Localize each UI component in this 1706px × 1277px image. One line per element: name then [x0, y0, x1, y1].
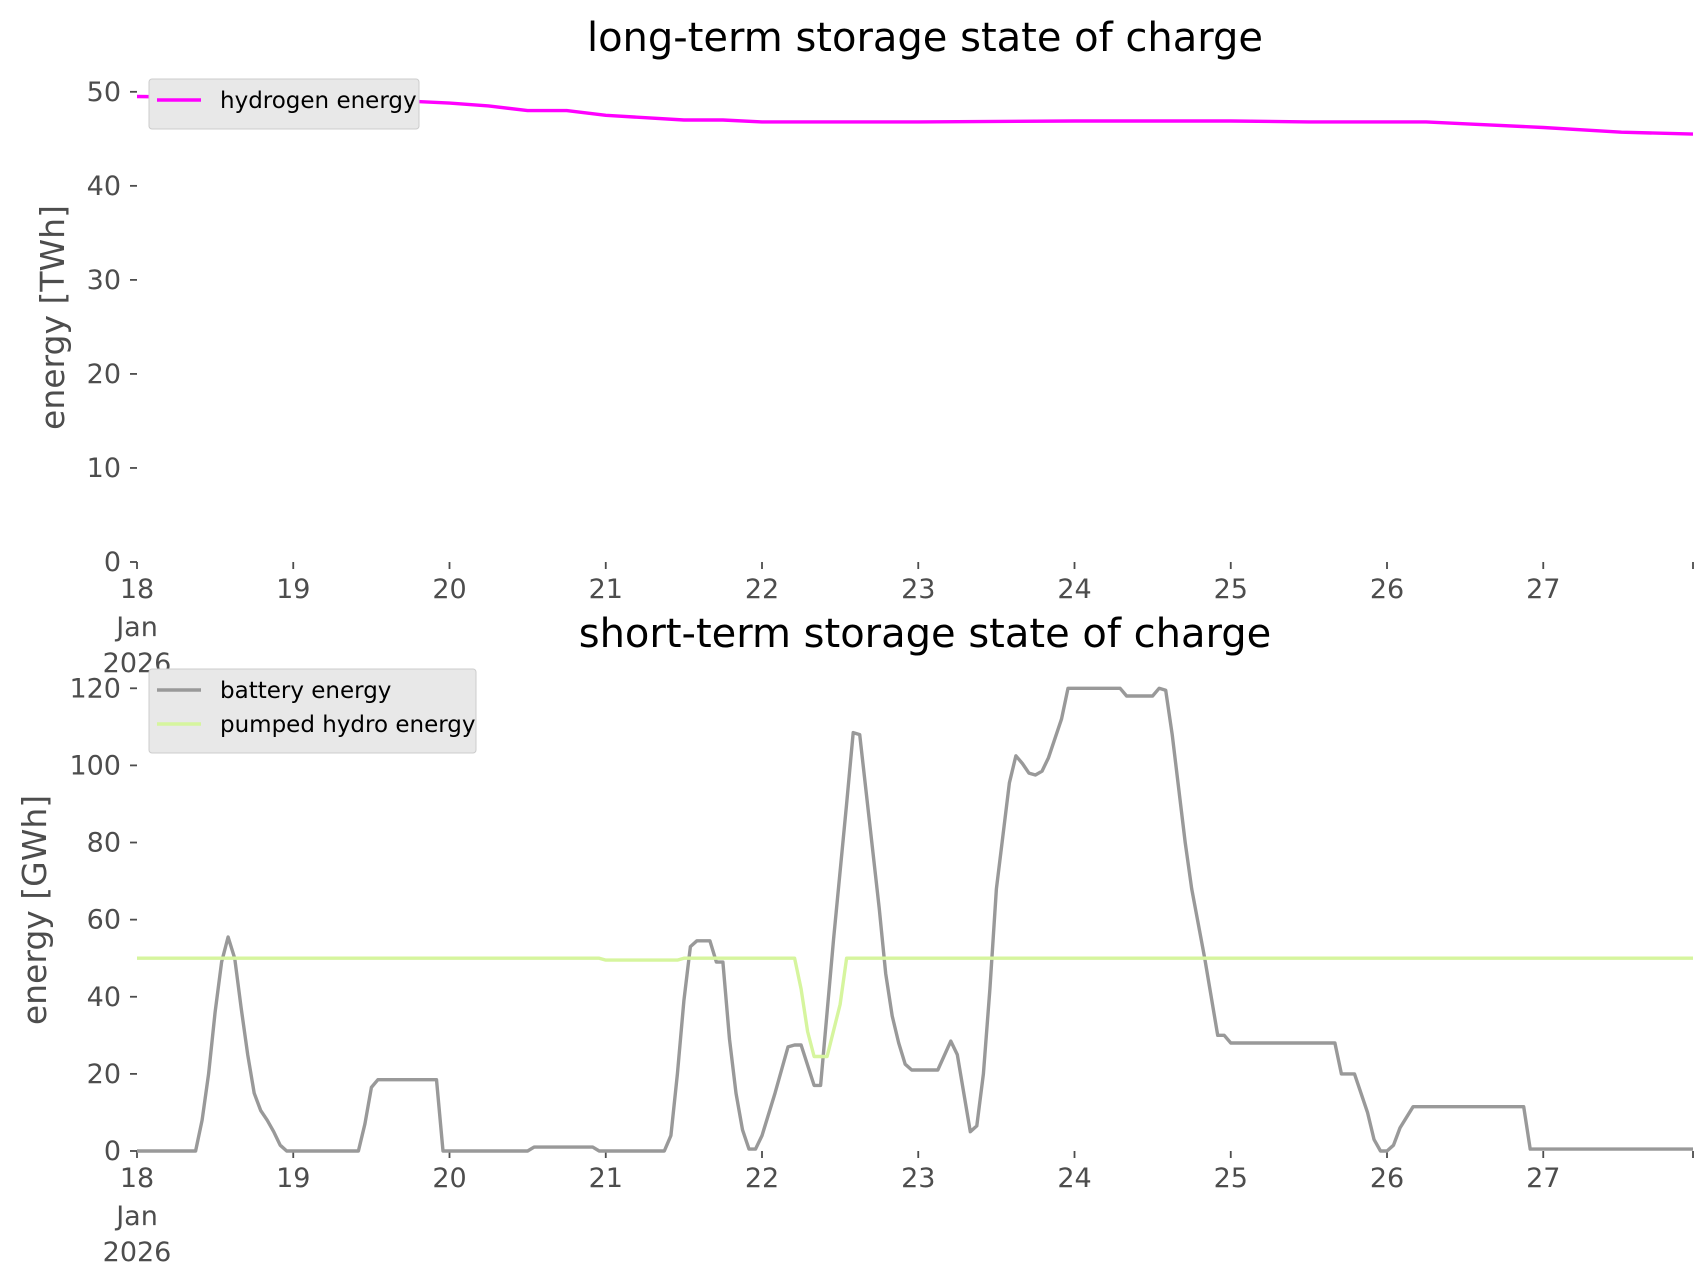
x-tick-label: 19: [276, 1163, 310, 1194]
x-tick-label: 27: [1526, 1163, 1560, 1194]
x-tick-label: 21: [589, 1163, 623, 1194]
x-tick-label: 26: [1370, 1163, 1404, 1194]
legend-label: hydrogen energy: [220, 88, 417, 114]
x-tick-label: 22: [745, 574, 779, 605]
x-tick-label: 20: [432, 1163, 466, 1194]
legend-label: battery energy: [220, 678, 391, 704]
y-tick-label: 60: [87, 905, 121, 936]
y-tick-label: 120: [69, 673, 121, 704]
legend: hydrogen energy: [148, 78, 420, 130]
y-tick-label: 10: [87, 453, 121, 484]
x-tick-label: 24: [1057, 1163, 1091, 1194]
x-tick-label: 21: [589, 574, 623, 605]
x-tick-label: 20: [432, 574, 466, 605]
legend-box: [148, 668, 477, 754]
legend: battery energy pumped hydro energy: [148, 668, 477, 754]
y-tick-label: 20: [87, 1059, 121, 1090]
x-tick-month-label: Jan: [114, 1201, 158, 1232]
y-axis-label: energy [TWh]: [33, 205, 72, 430]
x-tick-label: 26: [1370, 574, 1404, 605]
y-axis-label: energy [GWh]: [15, 795, 54, 1025]
y-tick-label: 40: [87, 171, 121, 202]
series-line-battery-energy: [137, 686, 1693, 1153]
chart-panel-long-term: long-term storage state of charge energy …: [33, 15, 1694, 679]
legend-label: pumped hydro energy: [220, 712, 476, 738]
y-tick-label: 30: [87, 265, 121, 296]
x-tick-year-label: 2026: [103, 1237, 172, 1268]
y-tick-label: 0: [104, 1136, 121, 1167]
x-tick-label: 25: [1214, 574, 1248, 605]
x-tick-month-label: Jan: [114, 612, 158, 643]
x-tick-label: 23: [901, 574, 935, 605]
x-tick-label: 27: [1526, 574, 1560, 605]
x-tick-label: 22: [745, 1163, 779, 1194]
chart-title: short-term storage state of charge: [579, 611, 1272, 657]
x-tick-label: 18: [120, 574, 154, 605]
x-tick-label: 18: [120, 1163, 154, 1194]
x-tick-label: 23: [901, 1163, 935, 1194]
y-tick-label: 100: [69, 750, 121, 781]
chart-panel-short-term: short-term storage state of charge energy…: [15, 611, 1694, 1268]
chart-title: long-term storage state of charge: [587, 15, 1263, 61]
x-tick-label: 19: [276, 574, 310, 605]
y-tick-label: 40: [87, 982, 121, 1013]
y-tick-label: 20: [87, 359, 121, 390]
y-tick-label: 0: [104, 547, 121, 578]
series-line-pumped-hydro-energy: [137, 956, 1693, 1059]
x-tick-label: 24: [1057, 574, 1091, 605]
y-tick-label: 80: [87, 828, 121, 859]
x-tick-label: 25: [1214, 1163, 1248, 1194]
y-tick-label: 50: [87, 77, 121, 108]
legend-box: [148, 78, 420, 130]
